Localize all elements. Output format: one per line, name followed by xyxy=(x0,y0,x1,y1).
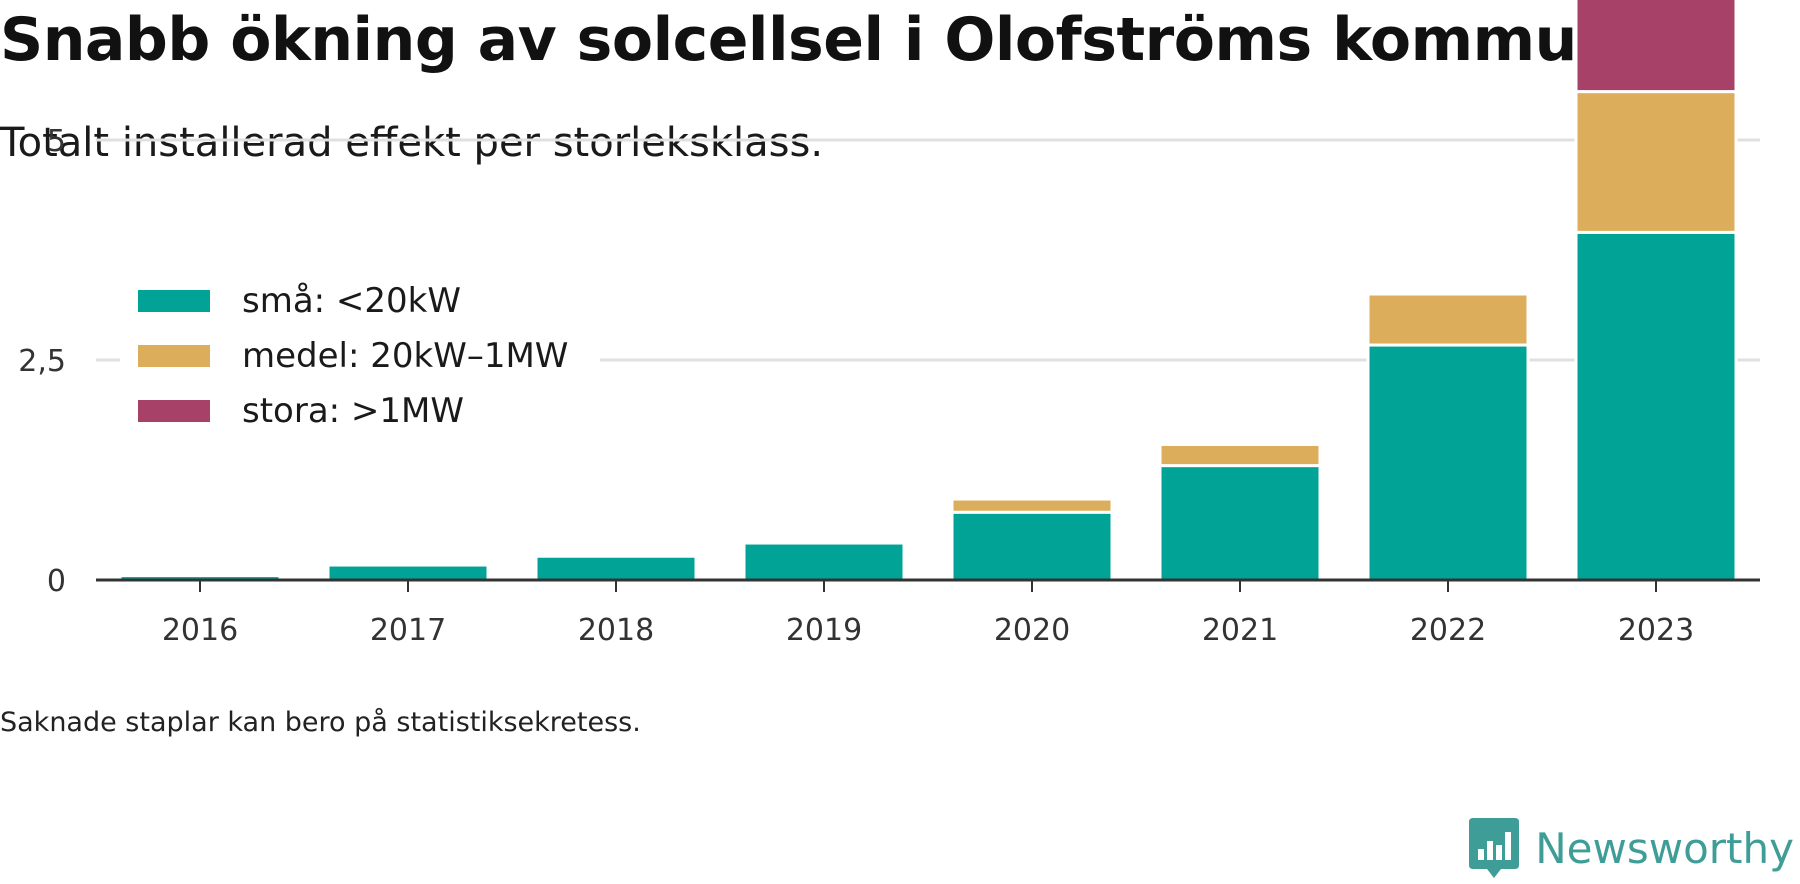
legend-label: små: <20kW xyxy=(242,281,461,321)
bar-segment xyxy=(950,497,1114,514)
x-tick-label: 2016 xyxy=(162,613,238,648)
bar-segment xyxy=(1574,90,1738,234)
x-tick-label: 2017 xyxy=(370,613,446,648)
x-tick-label: 2019 xyxy=(786,613,862,648)
x-tick-label: 2020 xyxy=(994,613,1070,648)
legend: små: <20kW medel: 20kW–1MW stora: >1MW xyxy=(120,270,600,440)
brand-name: Newsworthy xyxy=(1535,823,1794,873)
legend-swatch xyxy=(138,400,210,422)
bar-segment xyxy=(950,510,1114,582)
bar-segment xyxy=(1366,343,1530,582)
legend-label: stora: >1MW xyxy=(242,391,464,431)
bar-segment xyxy=(742,541,906,582)
bar-segment xyxy=(1574,230,1738,582)
legend-label: medel: 20kW–1MW xyxy=(242,336,568,376)
bar-segment xyxy=(326,563,490,582)
y-tick-label: 0 xyxy=(47,564,66,599)
bar-segment xyxy=(1366,292,1530,347)
legend-swatch xyxy=(138,290,210,312)
bar-segment xyxy=(1158,464,1322,582)
bar-chart-speech-bubble-icon xyxy=(1469,818,1520,878)
y-tick-label: 2,5 xyxy=(18,344,66,379)
x-tick-label: 2021 xyxy=(1202,613,1278,648)
chart-title: Snabb ökning av solcellsel i Olofströms … xyxy=(0,5,1620,75)
x-tick-label: 2018 xyxy=(578,613,654,648)
x-tick-label: 2023 xyxy=(1618,613,1694,648)
bar-segment xyxy=(1158,442,1322,468)
footnote: Saknade staplar kan bero på statistiksek… xyxy=(0,707,641,738)
brand-logo: Newsworthy xyxy=(1467,812,1794,884)
x-tick-label: 2022 xyxy=(1410,613,1486,648)
bar-segment xyxy=(1574,0,1738,94)
legend-swatch xyxy=(138,345,210,367)
y-tick-label: 5 xyxy=(47,124,66,159)
chart-subtitle: Totalt installerad effekt per storlekskl… xyxy=(0,120,824,166)
bar-segment xyxy=(534,554,698,582)
stacked-bar-chart: 02,557,520162017201820192020202120222023… xyxy=(18,0,1760,648)
